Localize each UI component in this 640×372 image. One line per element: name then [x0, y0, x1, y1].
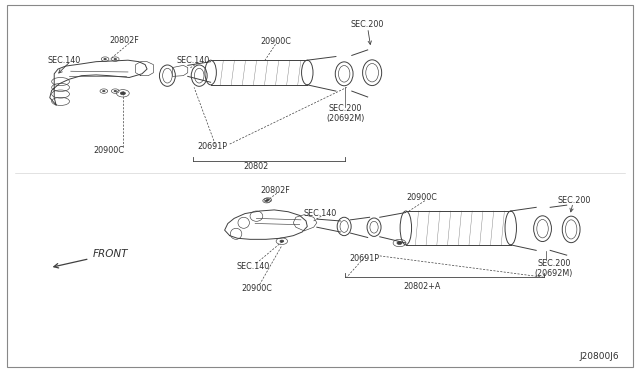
Circle shape — [114, 90, 116, 92]
Text: SEC.140: SEC.140 — [237, 262, 270, 271]
Circle shape — [266, 200, 268, 202]
Text: SEC.200: SEC.200 — [329, 104, 362, 113]
Text: 20691P: 20691P — [197, 142, 227, 151]
Text: (20692M): (20692M) — [326, 114, 365, 123]
Text: 20691P: 20691P — [349, 254, 380, 263]
Text: 20802F: 20802F — [260, 186, 291, 195]
Text: FRONT: FRONT — [54, 249, 128, 268]
Circle shape — [102, 90, 105, 92]
Text: 20802+A: 20802+A — [403, 282, 440, 291]
Text: (20692M): (20692M) — [535, 269, 573, 278]
Text: SEC.140: SEC.140 — [48, 57, 81, 65]
Circle shape — [280, 240, 284, 242]
Text: 20900C: 20900C — [406, 193, 437, 202]
Circle shape — [397, 241, 402, 244]
Text: J20800J6: J20800J6 — [579, 352, 619, 361]
Circle shape — [267, 199, 269, 201]
Text: 20900C: 20900C — [260, 37, 291, 46]
Circle shape — [120, 92, 125, 95]
Text: 20900C: 20900C — [93, 146, 124, 155]
Text: SEC.140: SEC.140 — [176, 57, 209, 65]
Text: 20802: 20802 — [244, 162, 269, 171]
Text: 20900C: 20900C — [241, 284, 272, 293]
Text: 20802F: 20802F — [109, 36, 139, 45]
Text: SEC.200: SEC.200 — [538, 259, 571, 268]
Circle shape — [114, 58, 116, 60]
Text: SEC.200: SEC.200 — [351, 20, 385, 29]
Text: SEC.140: SEC.140 — [303, 209, 337, 218]
Circle shape — [104, 58, 106, 60]
Text: SEC.200: SEC.200 — [557, 196, 591, 205]
